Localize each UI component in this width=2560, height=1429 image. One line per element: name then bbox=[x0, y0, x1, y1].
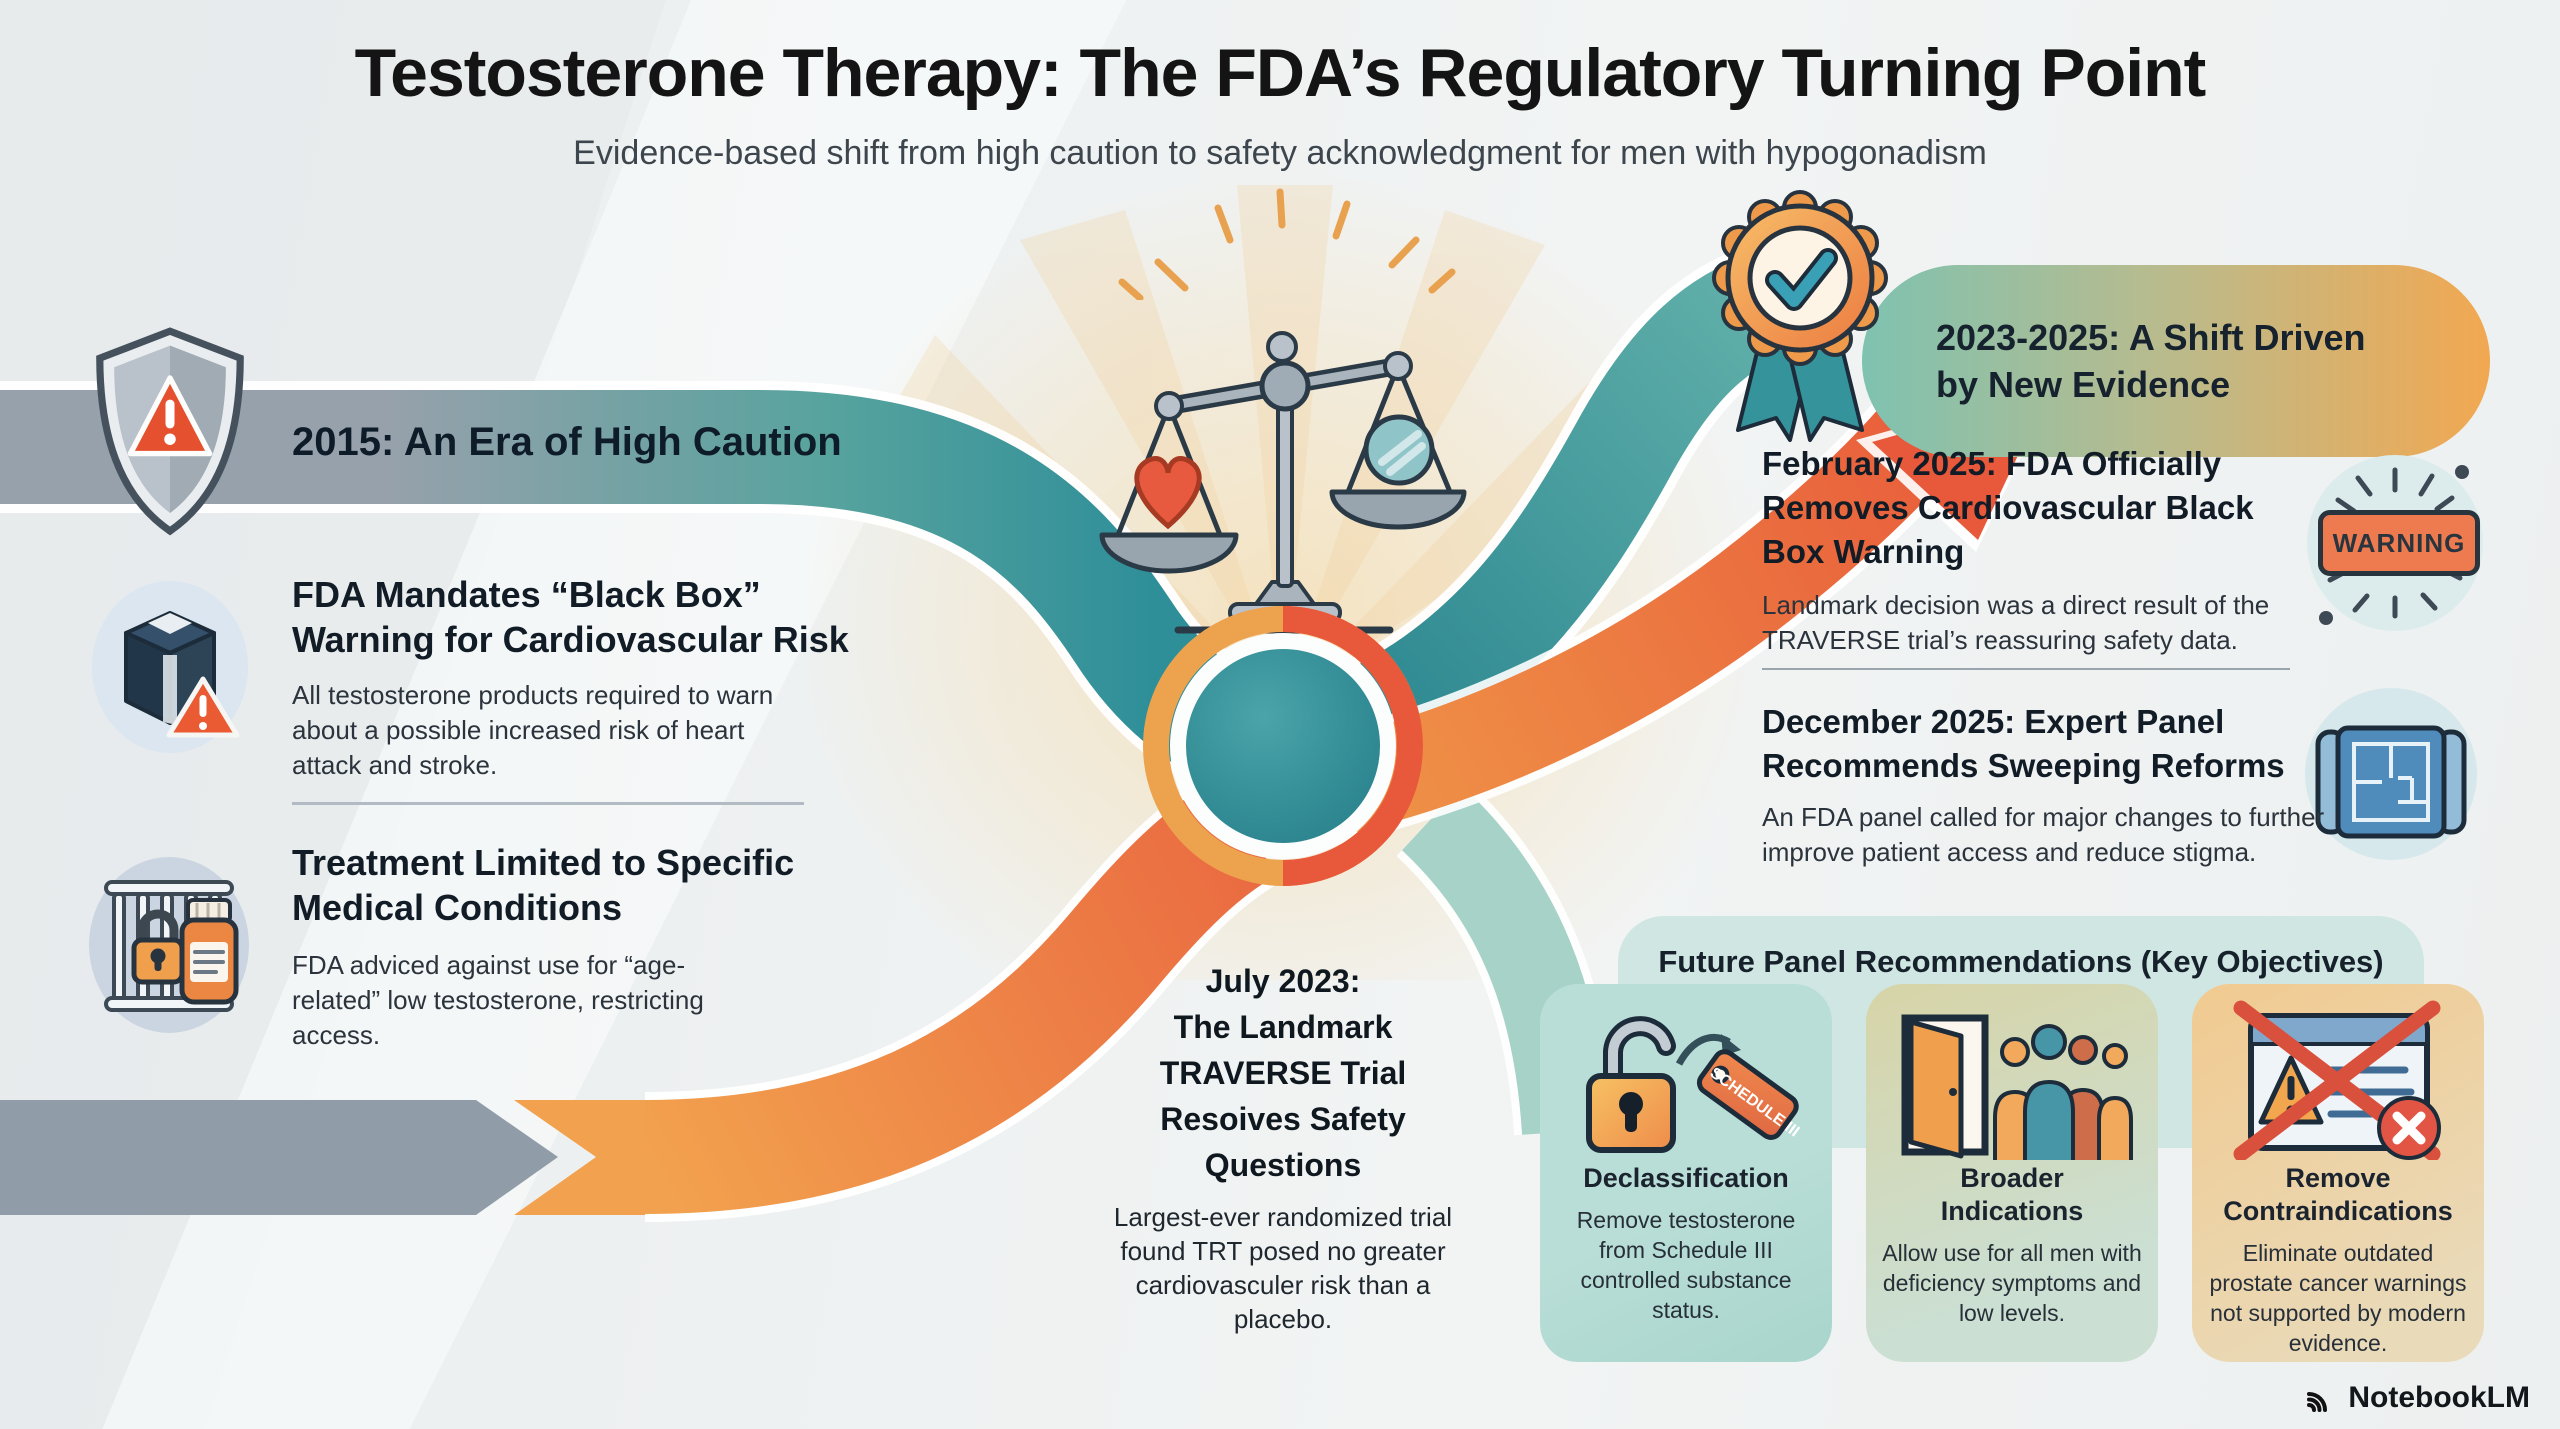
december-2025-title: December 2025: Expert Panel Recommends S… bbox=[1762, 703, 2285, 784]
blueprint-icon bbox=[2305, 688, 2477, 860]
traverse-trial-heading: July 2023: The Landmark TRAVERSE Trial R… bbox=[1159, 963, 1407, 1183]
unlock-schedule-tag-icon: SCHEDULE III bbox=[1586, 1016, 1802, 1153]
black-box-body: All testosterone products required to wa… bbox=[292, 680, 774, 780]
card-remove-contraindications: Remove Contraindications Eliminate outda… bbox=[2192, 984, 2484, 1362]
page-subtitle: Evidence-based shift from high caution t… bbox=[573, 134, 1987, 172]
card-title: Declassification bbox=[1583, 1163, 1789, 1193]
brand-name: NotebookLM bbox=[2348, 1381, 2530, 1414]
black-box-icon bbox=[92, 581, 248, 753]
traverse-trial-body: Largest-ever randomized trial found TRT … bbox=[1113, 1202, 1453, 1334]
hub-circle-icon bbox=[1143, 606, 1423, 886]
left-divider bbox=[292, 802, 804, 805]
card-broader-indications: Broader Indications Allow use for all me… bbox=[1866, 984, 2158, 1362]
february-2025-title: February 2025: FDA Officially Removes Ca… bbox=[1762, 445, 2254, 570]
card-body: Remove testosterone from Schedule III co… bbox=[1576, 1207, 1796, 1323]
crossed-out-warning-doc-icon bbox=[2233, 1000, 2441, 1160]
december-2025-body: An FDA panel called for major changes to… bbox=[1762, 802, 2325, 867]
gray-arrow-band bbox=[0, 1100, 558, 1215]
shield-warning-icon bbox=[96, 327, 244, 536]
shift-banner: 2023-2025: A Shift Driven by New Evidenc… bbox=[1862, 265, 2490, 457]
balance-scale-icon bbox=[1099, 331, 1467, 634]
future-recommendations-heading: Future Panel Recommendations (Key Object… bbox=[1658, 944, 2384, 979]
restricted-access-icon bbox=[89, 857, 249, 1033]
card-declassification: SCHEDULE III Declassification Remove tes… bbox=[1540, 984, 1832, 1362]
shift-banner-text: 2023-2025: A Shift Driven by New Evidenc… bbox=[1936, 317, 2366, 405]
card-body: Eliminate outdated prostate cancer warni… bbox=[2209, 1240, 2467, 1356]
card-title: Remove Contraindications bbox=[2223, 1163, 2453, 1226]
award-rosette-check-icon bbox=[1712, 190, 1888, 442]
notebooklm-logo-icon bbox=[2307, 1392, 2328, 1412]
warning-label-badge: WARNING bbox=[2318, 510, 2480, 576]
card-title: Broader Indications bbox=[1940, 1163, 2084, 1226]
page-title: Testosterone Therapy: The FDA’s Regulato… bbox=[354, 35, 2207, 111]
era-2015-heading: 2015: An Era of High Caution bbox=[292, 420, 842, 464]
february-2025-body: Landmark decision was a direct result of… bbox=[1762, 590, 2270, 655]
open-door-people-icon bbox=[1901, 1014, 2133, 1160]
treatment-limited-title: Treatment Limited to Specific Medical Co… bbox=[292, 842, 795, 928]
brand-watermark: NotebookLM bbox=[2304, 1381, 2530, 1415]
black-box-title: FDA Mandates “Black Box” Warning for Car… bbox=[292, 574, 849, 660]
card-body: Allow use for all men with deficiency sy… bbox=[1882, 1240, 2142, 1326]
right-divider bbox=[1762, 668, 2290, 670]
sparkle-rays-icon bbox=[1118, 188, 1456, 300]
treatment-limited-body: FDA adviced against use for “age-related… bbox=[292, 950, 704, 1050]
heart-icon bbox=[1134, 456, 1202, 530]
